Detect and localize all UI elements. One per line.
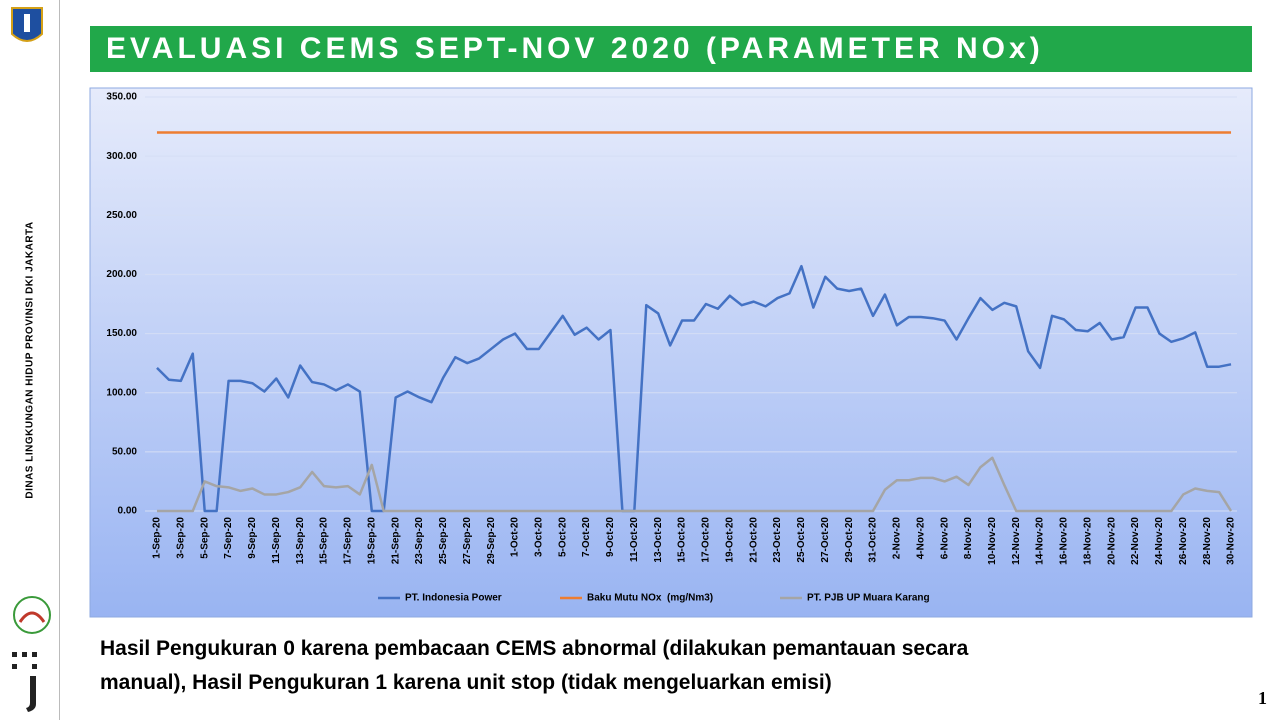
x-tick-label: 5-Oct-20 [557, 517, 568, 557]
logos [11, 7, 51, 712]
y-tick-label: 150.00 [106, 328, 137, 339]
x-tick-label: 11-Oct-20 [629, 517, 640, 562]
legend-label: PT. Indonesia Power [405, 593, 502, 604]
x-tick-label: 2-Nov-20 [892, 517, 903, 560]
y-tick-label: 350.00 [106, 92, 137, 103]
x-tick-label: 12-Nov-20 [1011, 517, 1022, 565]
x-tick-label: 15-Oct-20 [677, 517, 688, 563]
x-tick-label: 16-Nov-20 [1059, 517, 1070, 565]
x-tick-label: 24-Nov-20 [1154, 517, 1165, 565]
series-line [156, 264, 1232, 513]
y-tick-label: 50.00 [112, 446, 137, 457]
note: Hasil Pengukuran 0 karena pembacaan CEMS… [100, 632, 968, 700]
x-tick-label: 9-Oct-20 [605, 517, 616, 557]
x-tick-label: 15-Sep-20 [319, 517, 330, 565]
x-tick-label: 20-Nov-20 [1106, 517, 1117, 565]
x-tick-label: 22-Nov-20 [1130, 517, 1141, 565]
x-tick-label: 17-Oct-20 [701, 517, 712, 563]
x-tick-label: 10-Nov-20 [987, 517, 998, 565]
x-tick-label: 13-Sep-20 [295, 517, 306, 565]
x-tick-label: 7-Oct-20 [581, 517, 592, 557]
x-tick-label: 7-Sep-20 [223, 517, 234, 559]
x-tick-label: 25-Oct-20 [796, 517, 807, 563]
x-tick-label: 13-Oct-20 [653, 517, 664, 563]
x-tick-label: 19-Sep-20 [366, 517, 377, 565]
x-tick-label: 26-Nov-20 [1178, 517, 1189, 565]
x-tick-label: 11-Sep-20 [271, 517, 282, 564]
chart-area [89, 87, 1253, 618]
x-tick-label: 1-Sep-20 [152, 517, 163, 559]
x-tick-label: 8-Nov-20 [963, 517, 974, 560]
x-tick-label: 21-Sep-20 [390, 517, 401, 565]
emblem-monument [24, 14, 30, 32]
sidebar: DINAS LINGKUNGAN HIDUP PROVINSI DKI JAKA… [0, 0, 60, 720]
page-number: 1 [1258, 688, 1267, 708]
x-tick-label: 21-Oct-20 [748, 517, 759, 563]
x-tick-label: 6-Nov-20 [939, 517, 950, 560]
x-tick-label: 3-Oct-20 [533, 517, 544, 557]
brand-logo [12, 652, 37, 712]
x-tick-label: 29-Oct-20 [844, 517, 855, 563]
dlh-logo [13, 596, 51, 634]
x-tick-label: 23-Oct-20 [772, 517, 783, 563]
note-line: manual), Hasil Pengukuran 1 karena unit … [100, 671, 832, 694]
x-tick-label: 1-Oct-20 [510, 517, 521, 557]
x-tick-label: 29-Sep-20 [486, 517, 497, 565]
legend-label: PT. PJB UP Muara Karang [807, 593, 930, 604]
dlh-logo-part [18, 611, 46, 623]
y-tick-label: 300.00 [106, 151, 137, 162]
x-tick-label: 27-Oct-20 [820, 517, 831, 563]
x-tick-label: 28-Nov-20 [1202, 517, 1213, 565]
x-tick-label: 3-Sep-20 [175, 517, 186, 559]
y-tick-label: 200.00 [106, 269, 137, 280]
x-tick-label: 18-Nov-20 [1082, 517, 1093, 565]
x-tick-label: 27-Sep-20 [462, 517, 473, 565]
x-tick-label: 23-Sep-20 [414, 517, 425, 565]
y-tick-label: 0.00 [118, 506, 138, 517]
x-tick-label: 19-Oct-20 [724, 517, 735, 563]
x-tick-label: 4-Nov-20 [915, 517, 926, 560]
legend-label: Baku Mutu NOx (mg/Nm3) [587, 593, 713, 604]
y-tick-label: 250.00 [106, 210, 137, 221]
x-tick-label: 5-Sep-20 [199, 517, 210, 559]
x-tick-label: 17-Sep-20 [343, 517, 354, 565]
x-tick-label: 14-Nov-20 [1035, 517, 1046, 565]
y-tick-label: 100.00 [106, 387, 137, 398]
x-tick-label: 31-Oct-20 [868, 517, 879, 563]
series-line [156, 456, 1233, 513]
x-tick-label: 9-Sep-20 [247, 517, 258, 559]
note-line: Hasil Pengukuran 0 karena pembacaan CEMS… [100, 637, 969, 660]
x-tick-label: 25-Sep-20 [438, 517, 449, 565]
slide-title: EVALUASI CEMS SEPT-NOV 2020 (PARAMETER N… [90, 26, 1252, 72]
x-tick-label: 30-Nov-20 [1226, 517, 1237, 565]
